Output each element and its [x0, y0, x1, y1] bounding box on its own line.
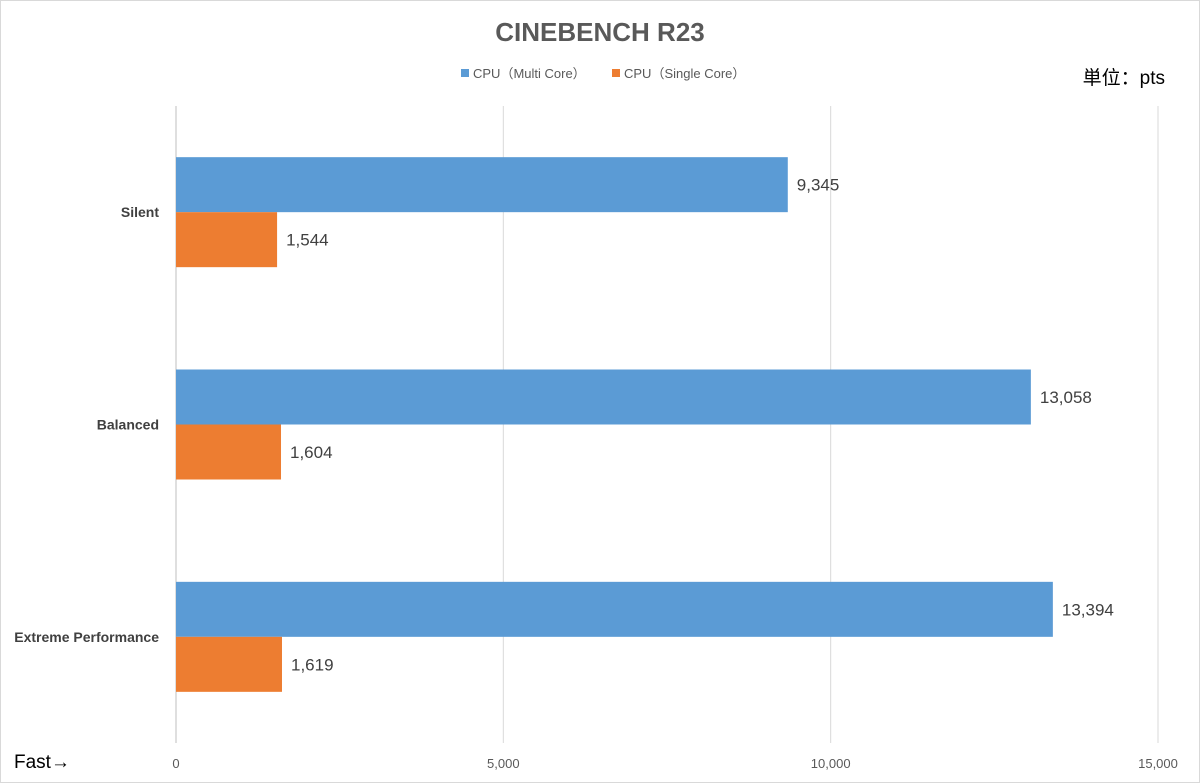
legend-label: CPU（Single Core）: [624, 66, 745, 81]
chart-title: CINEBENCH R23: [495, 17, 705, 47]
data-label: 1,619: [291, 655, 334, 674]
x-tick-label: 10,000: [811, 756, 851, 771]
category-label: Extreme Performance: [14, 629, 159, 645]
data-label: 1,604: [290, 443, 333, 462]
x-tick-label: 5,000: [487, 756, 520, 771]
legend-item: CPU（Multi Core）: [461, 66, 586, 81]
legend-swatch: [612, 69, 620, 77]
bar-multi-core: [176, 369, 1031, 425]
data-label: 9,345: [797, 176, 840, 195]
bars: [176, 157, 1053, 692]
legend-item: CPU（Single Core）: [612, 66, 745, 81]
bar-single-core: [176, 212, 278, 268]
bar-multi-core: [176, 157, 788, 213]
data-label: 1,544: [286, 231, 329, 250]
category-label: Silent: [121, 204, 159, 220]
data-labels: 9,345 1,544 13,058 1,604 13,394 1,619: [286, 176, 1114, 675]
fast-note: Fast→: [14, 752, 70, 773]
data-label: 13,394: [1062, 600, 1114, 619]
bar-single-core: [176, 636, 282, 692]
bar-single-core: [176, 424, 282, 480]
x-tick-labels: 0 5,000 10,000 15,000: [172, 756, 1178, 771]
legend-swatch: [461, 69, 469, 77]
legend: CPU（Multi Core） CPU（Single Core）: [461, 66, 745, 81]
legend-label: CPU（Multi Core）: [473, 66, 586, 81]
x-tick-label: 15,000: [1138, 756, 1178, 771]
category-label: Balanced: [97, 417, 159, 433]
x-tick-label: 0: [172, 756, 179, 771]
category-labels: Silent Balanced Extreme Performance: [14, 204, 159, 645]
bar-multi-core: [176, 581, 1053, 637]
data-label: 13,058: [1040, 388, 1092, 407]
unit-label: 単位：pts: [1083, 67, 1165, 89]
